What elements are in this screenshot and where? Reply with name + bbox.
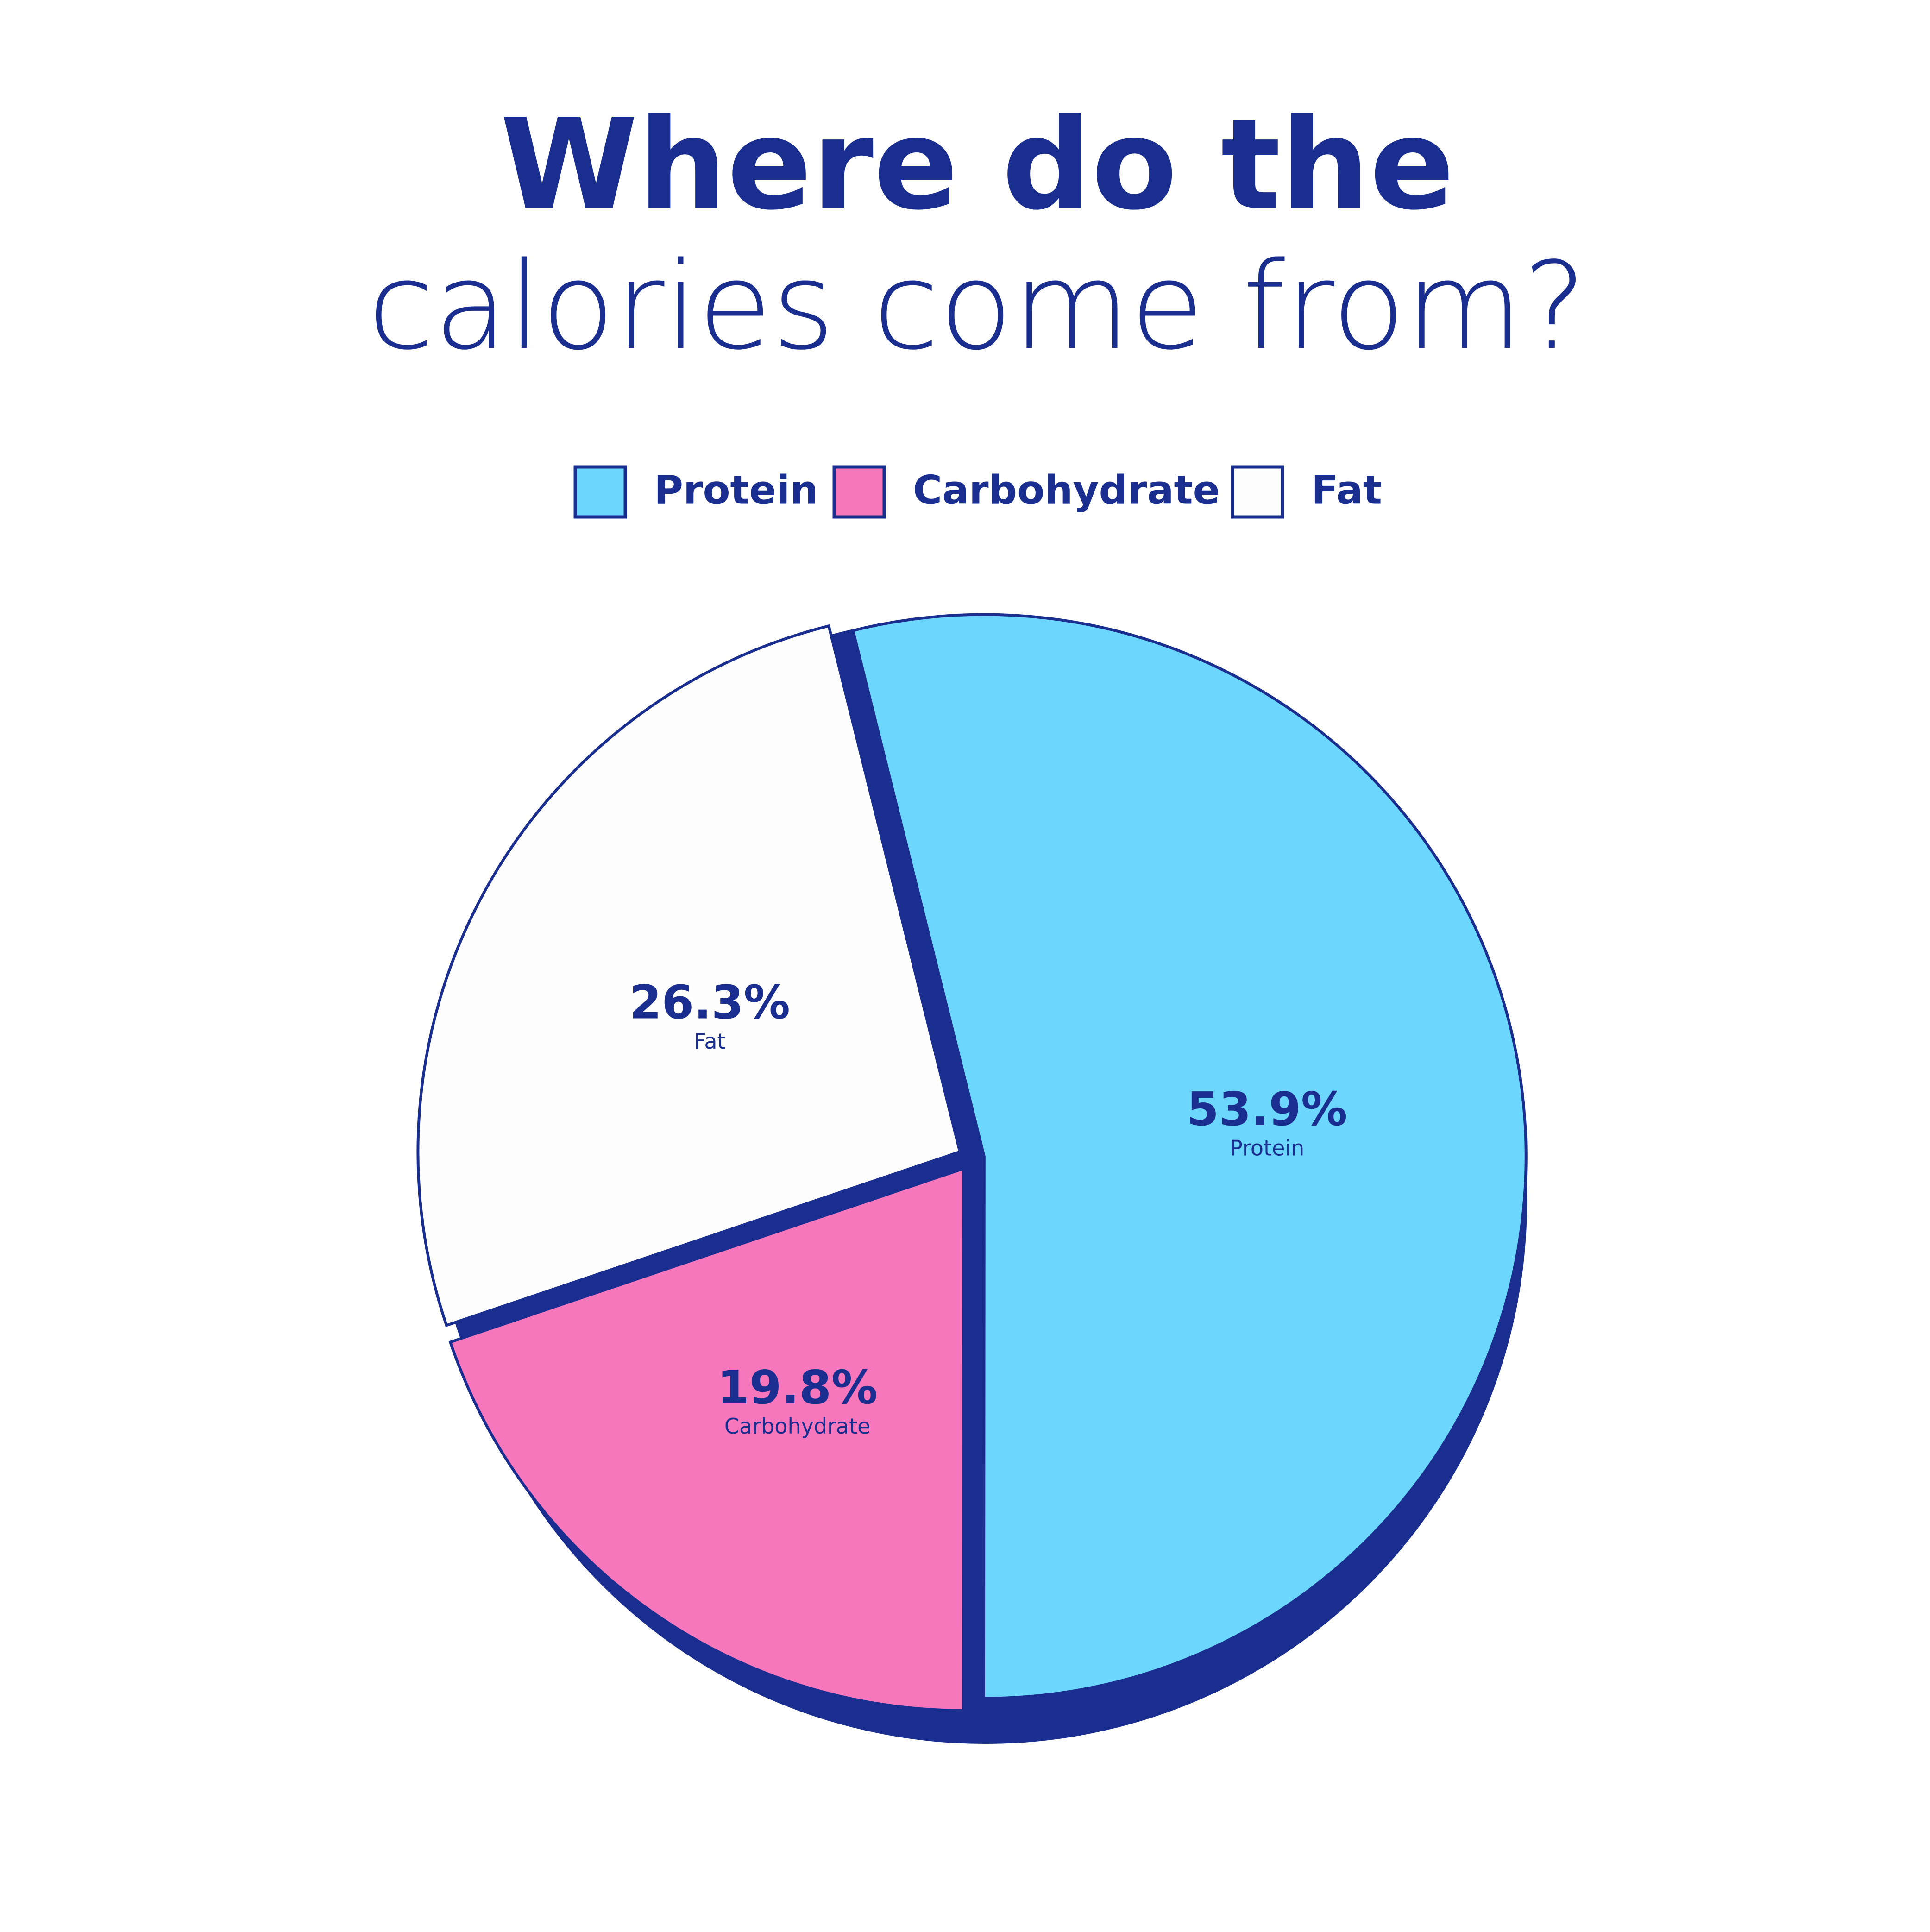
data-label-name: Carbohydrate <box>724 1414 871 1439</box>
chart-title: Where do the <box>500 92 1455 238</box>
data-label: 19.8% <box>717 1360 878 1415</box>
chart-title: calories come from? <box>368 237 1587 377</box>
legend-swatch <box>573 465 627 519</box>
legend-swatch <box>1231 465 1284 519</box>
legend: Protein Carbohydrate Fat <box>573 465 1382 519</box>
data-label: 53.9% <box>1187 1082 1347 1136</box>
pie: 53.9%Protein 19.8%Carbohydrate 26.3%Fat <box>416 613 1528 1744</box>
data-label-name: Fat <box>694 1029 725 1054</box>
legend-label: Carbohydrate <box>913 467 1220 513</box>
pie-slice <box>416 624 962 1328</box>
pie-slice <box>448 1166 965 1712</box>
legend-label: Protein <box>654 467 818 513</box>
legend-label: Fat <box>1311 467 1382 513</box>
pie-slice <box>851 613 1528 1700</box>
data-label-name: Protein <box>1230 1135 1304 1160</box>
legend-swatch <box>832 465 886 519</box>
data-label: 26.3% <box>629 975 790 1030</box>
